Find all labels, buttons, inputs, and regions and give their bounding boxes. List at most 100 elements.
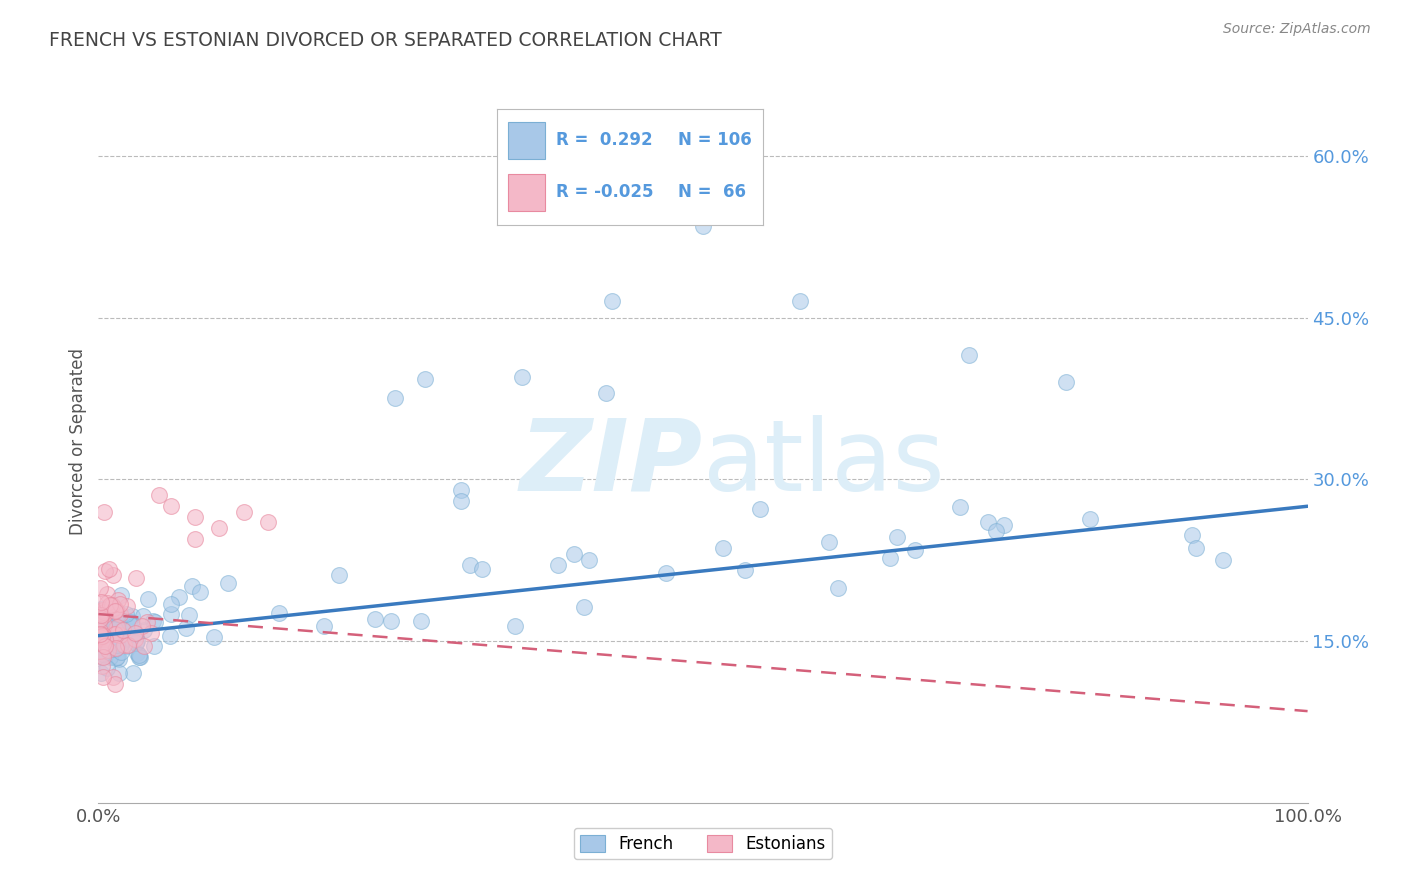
Point <box>1212 553 1234 567</box>
Point <box>108 628 131 642</box>
Legend: French, Estonians: French, Estonians <box>574 828 832 860</box>
Point <box>104 604 127 618</box>
Point <box>105 620 128 634</box>
Point <box>655 566 678 580</box>
Point <box>595 386 617 401</box>
Point <box>124 626 146 640</box>
Point <box>101 625 124 640</box>
Point <box>1078 512 1101 526</box>
Point <box>90 631 112 645</box>
Point <box>94 635 117 649</box>
Y-axis label: Divorced or Separated: Divorced or Separated <box>69 348 87 535</box>
Point <box>817 534 839 549</box>
Point <box>104 651 127 665</box>
Text: Source: ZipAtlas.com: Source: ZipAtlas.com <box>1223 22 1371 37</box>
Point <box>904 542 927 557</box>
Point <box>128 648 150 662</box>
Point <box>148 488 170 502</box>
Point <box>364 612 387 626</box>
Point <box>986 524 1008 538</box>
Point <box>93 608 115 623</box>
Point <box>202 630 225 644</box>
Point <box>101 619 124 633</box>
Point <box>188 585 211 599</box>
Point <box>108 651 131 665</box>
Point <box>93 632 115 647</box>
Point <box>91 602 114 616</box>
Point <box>121 608 143 623</box>
Point <box>547 558 569 573</box>
Point <box>91 649 114 664</box>
Point <box>110 607 132 622</box>
Point <box>127 646 149 660</box>
Point <box>125 571 148 585</box>
Point <box>90 624 112 638</box>
Point <box>89 627 111 641</box>
Point <box>217 576 239 591</box>
Point <box>105 625 128 640</box>
Point <box>458 558 481 572</box>
Point <box>111 622 134 636</box>
Point <box>328 567 350 582</box>
Point <box>97 636 120 650</box>
Point <box>103 600 125 615</box>
Point <box>267 607 290 621</box>
Point <box>108 666 131 681</box>
Point <box>120 615 142 629</box>
Point <box>1181 528 1204 542</box>
Point <box>98 632 121 646</box>
Point <box>90 595 112 609</box>
Point <box>91 628 114 642</box>
Point <box>108 597 131 611</box>
Point <box>90 608 112 623</box>
Point <box>91 670 114 684</box>
Point <box>578 553 600 567</box>
Point <box>125 635 148 649</box>
Point <box>101 670 124 684</box>
Point <box>104 622 127 636</box>
Point <box>256 516 278 530</box>
Point <box>124 627 146 641</box>
Point <box>107 615 129 629</box>
Point <box>136 615 159 629</box>
Point <box>91 603 114 617</box>
Point <box>409 614 432 628</box>
Point <box>90 650 112 665</box>
Point <box>89 624 111 639</box>
Point <box>734 563 756 577</box>
Point <box>97 614 120 628</box>
Point <box>105 640 128 655</box>
Point <box>1185 541 1208 556</box>
Point <box>89 606 111 620</box>
Point <box>104 612 127 626</box>
Point <box>105 638 128 652</box>
Point <box>107 607 129 621</box>
Point <box>107 593 129 607</box>
Point <box>91 638 114 652</box>
Point <box>174 622 197 636</box>
Point <box>94 649 117 664</box>
Point <box>89 632 111 646</box>
Point <box>112 639 135 653</box>
Point <box>96 587 118 601</box>
Point <box>208 521 231 535</box>
Point <box>112 632 135 646</box>
Point <box>90 602 112 616</box>
Point <box>93 632 115 647</box>
Point <box>181 579 204 593</box>
Point <box>692 219 714 233</box>
Point <box>91 658 114 673</box>
Point <box>132 639 155 653</box>
Point <box>142 614 165 628</box>
Point <box>111 624 134 638</box>
Point <box>169 590 191 604</box>
Point <box>122 619 145 633</box>
Point <box>96 638 118 652</box>
Point <box>104 617 127 632</box>
Point <box>104 677 127 691</box>
Point <box>89 612 111 626</box>
Point <box>177 607 200 622</box>
Point <box>115 599 138 613</box>
Point <box>114 607 136 621</box>
Point <box>111 635 134 649</box>
